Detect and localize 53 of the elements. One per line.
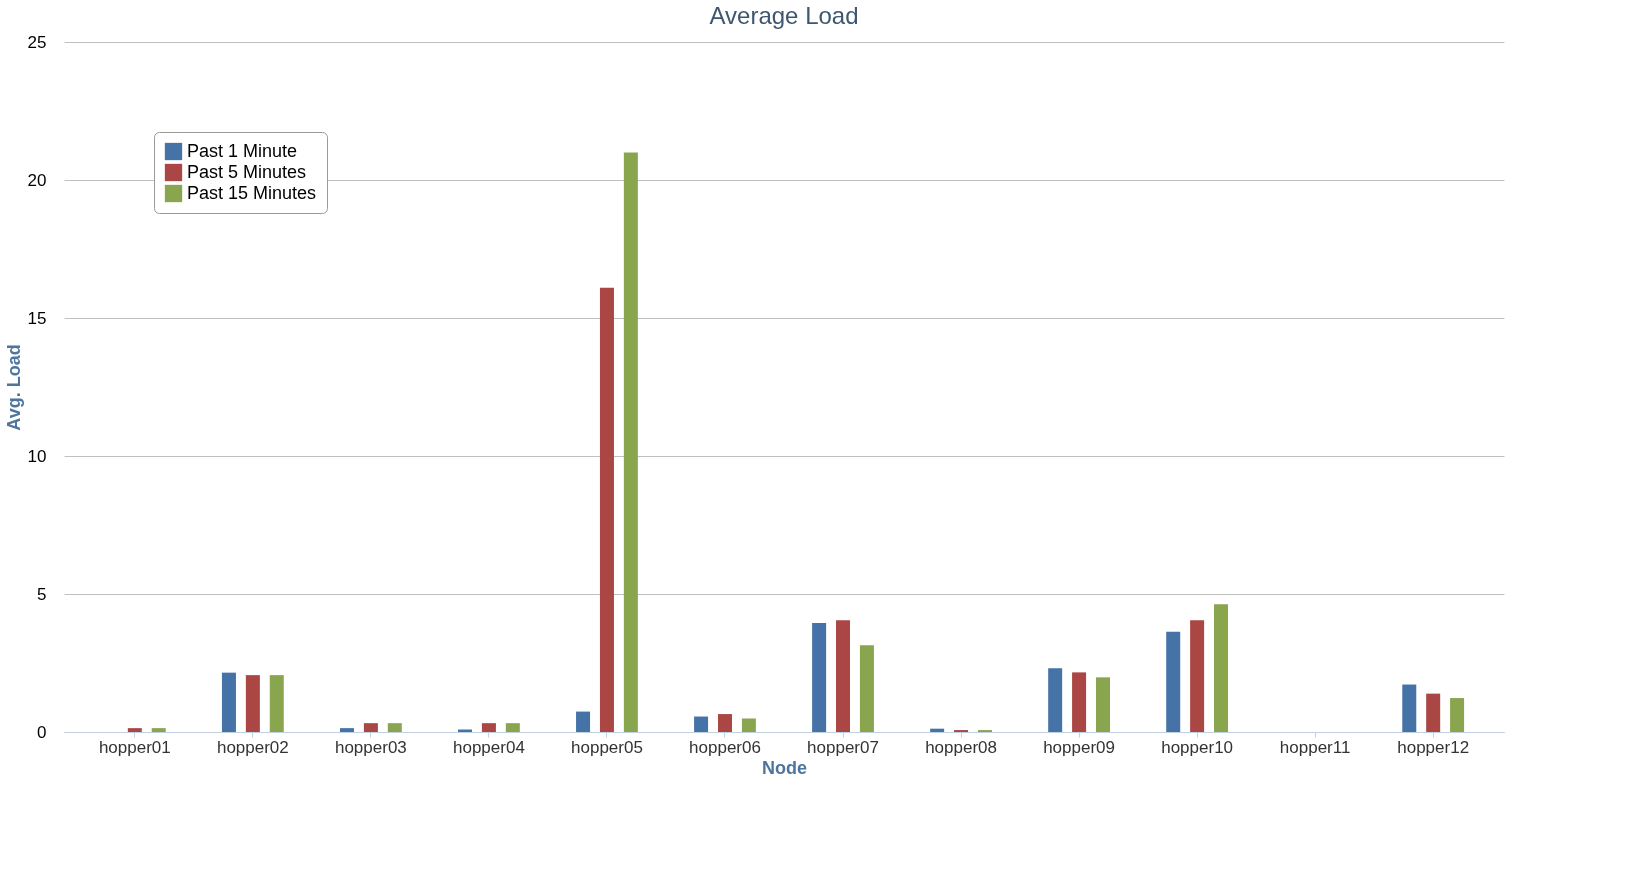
x-tick-label: hopper01 bbox=[98, 737, 171, 757]
x-tick-label: hopper12 bbox=[1397, 737, 1470, 757]
y-axis-title: Avg. Load bbox=[3, 344, 24, 431]
x-tick-label: hopper02 bbox=[216, 737, 289, 757]
y-tick-label: 0 bbox=[37, 722, 47, 742]
bar bbox=[269, 675, 284, 732]
x-tick-label: hopper11 bbox=[1279, 737, 1351, 757]
y-tick-label: 10 bbox=[27, 446, 47, 466]
x-tick-label: hopper03 bbox=[334, 737, 407, 757]
bar bbox=[1426, 693, 1441, 732]
legend-label: Past 15 Minutes bbox=[187, 182, 317, 203]
bar bbox=[505, 723, 520, 732]
bar bbox=[859, 645, 874, 732]
bar bbox=[1190, 620, 1205, 732]
bar bbox=[812, 622, 827, 732]
y-tick-label: 25 bbox=[27, 32, 47, 52]
x-tick-label: hopper04 bbox=[453, 737, 525, 757]
bar bbox=[1402, 684, 1417, 732]
x-tick-label: hopper07 bbox=[807, 737, 879, 757]
bar bbox=[836, 620, 851, 732]
x-tick-label: hopper08 bbox=[925, 737, 997, 757]
bar bbox=[599, 287, 614, 732]
bar bbox=[127, 728, 142, 732]
bar bbox=[481, 723, 496, 732]
bar bbox=[623, 152, 638, 732]
bar bbox=[245, 675, 260, 732]
x-tick-label: hopper06 bbox=[689, 737, 761, 757]
bar bbox=[1048, 668, 1063, 732]
bar bbox=[1095, 677, 1110, 732]
x-axis-title: Node bbox=[762, 757, 807, 778]
bar bbox=[1450, 698, 1465, 732]
bar bbox=[741, 718, 756, 732]
bar bbox=[221, 672, 236, 732]
x-tick-label: hopper09 bbox=[1043, 737, 1115, 757]
bar bbox=[387, 723, 402, 732]
bar bbox=[1166, 631, 1181, 732]
y-tick-label: 15 bbox=[27, 308, 47, 328]
bar bbox=[363, 723, 378, 732]
legend-label: Past 1 Minute bbox=[187, 140, 298, 161]
bar bbox=[576, 711, 591, 732]
x-tick-label: hopper10 bbox=[1161, 737, 1234, 757]
bar bbox=[1214, 604, 1229, 732]
bar bbox=[151, 728, 166, 732]
x-tick-label: hopper05 bbox=[571, 737, 643, 757]
chart-title: Average Load bbox=[709, 2, 859, 29]
y-tick-label: 20 bbox=[27, 170, 47, 190]
bar bbox=[339, 728, 354, 732]
bar bbox=[694, 716, 709, 732]
y-tick-label: 5 bbox=[37, 584, 47, 604]
bar bbox=[1072, 672, 1087, 732]
bar bbox=[717, 714, 732, 732]
bar bbox=[930, 728, 945, 732]
legend-label: Past 5 Minutes bbox=[187, 161, 307, 182]
